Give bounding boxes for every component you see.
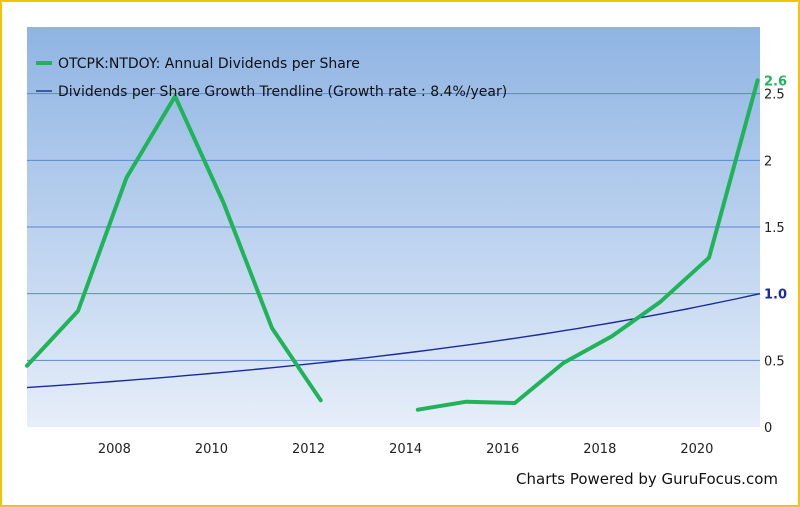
y-tick-label: 2: [764, 154, 772, 169]
dividends-series-segment: [415, 78, 760, 412]
legend-label-trendline: Dividends per Share Growth Trendline (Gr…: [58, 84, 507, 100]
dividends-end-label: 2.6: [764, 74, 787, 89]
footer-credit: Charts Powered by GuruFocus.com: [516, 470, 778, 488]
legend-label-dividends: OTCPK:NTDOY: Annual Dividends per Share: [58, 56, 360, 72]
trendline-end-label: 1.0: [764, 288, 787, 303]
x-tick-label: 2008: [98, 442, 131, 457]
y-tick-label: 1.5: [764, 221, 785, 236]
x-tick-label: 2020: [680, 442, 713, 457]
x-tick-label: 2014: [389, 442, 422, 457]
y-tick-label: 1: [764, 288, 772, 303]
y-tick-label: 0.5: [764, 354, 785, 369]
x-tick-label: 2018: [583, 442, 616, 457]
x-tick-label: 2012: [292, 442, 325, 457]
x-tick-label: 2010: [195, 442, 228, 457]
x-tick-label: 2016: [486, 442, 519, 457]
legend: OTCPK:NTDOY: Annual Dividends per Share …: [36, 56, 507, 100]
dividends-series-segment: [25, 94, 323, 403]
y-tick-label: 2.5: [764, 88, 785, 103]
y-tick-label: 0: [764, 421, 772, 436]
